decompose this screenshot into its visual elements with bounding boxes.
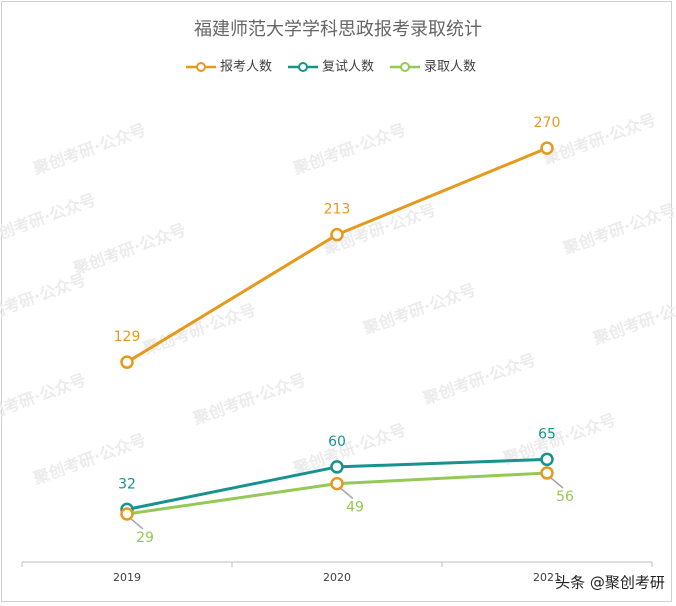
- label-leader: [130, 518, 144, 530]
- chart-title: 福建师范大学学科思政报考录取统计: [194, 19, 482, 40]
- data-label: 49: [346, 500, 364, 516]
- data-point: [120, 507, 134, 521]
- legend-marker: [196, 62, 206, 72]
- legend-marker: [400, 62, 410, 72]
- label-leader: [550, 477, 564, 489]
- data-label: 129: [114, 329, 141, 345]
- data-point: [540, 466, 554, 480]
- data-point: [120, 355, 134, 369]
- data-label: 270: [534, 115, 561, 131]
- plot-area: 129 213 270 32 60 65 29 49 56: [114, 115, 574, 546]
- data-point: [540, 452, 554, 467]
- data-label: 60: [328, 434, 346, 450]
- x-tick-label: 2019: [113, 571, 141, 584]
- data-point: [330, 227, 344, 242]
- credit: 头条 @聚创考研: [555, 574, 665, 592]
- data-label: 32: [118, 476, 136, 492]
- data-label: 65: [538, 426, 556, 442]
- legend-label: 录取人数: [424, 60, 476, 75]
- legend-label: 复试人数: [322, 60, 374, 75]
- data-point: [330, 460, 344, 474]
- data-label: 56: [556, 489, 574, 505]
- label-leader: [340, 488, 354, 500]
- x-tick-label: 2021: [533, 571, 561, 584]
- legend: 报考人数 复试人数 录取人数: [186, 60, 476, 75]
- data-label: 29: [136, 530, 154, 546]
- data-label: 213: [324, 202, 351, 218]
- data-point: [540, 141, 554, 155]
- legend-label: 报考人数: [220, 60, 272, 75]
- data-point: [330, 476, 344, 491]
- x-tick-label: 2020: [323, 571, 351, 584]
- legend-marker: [298, 62, 308, 72]
